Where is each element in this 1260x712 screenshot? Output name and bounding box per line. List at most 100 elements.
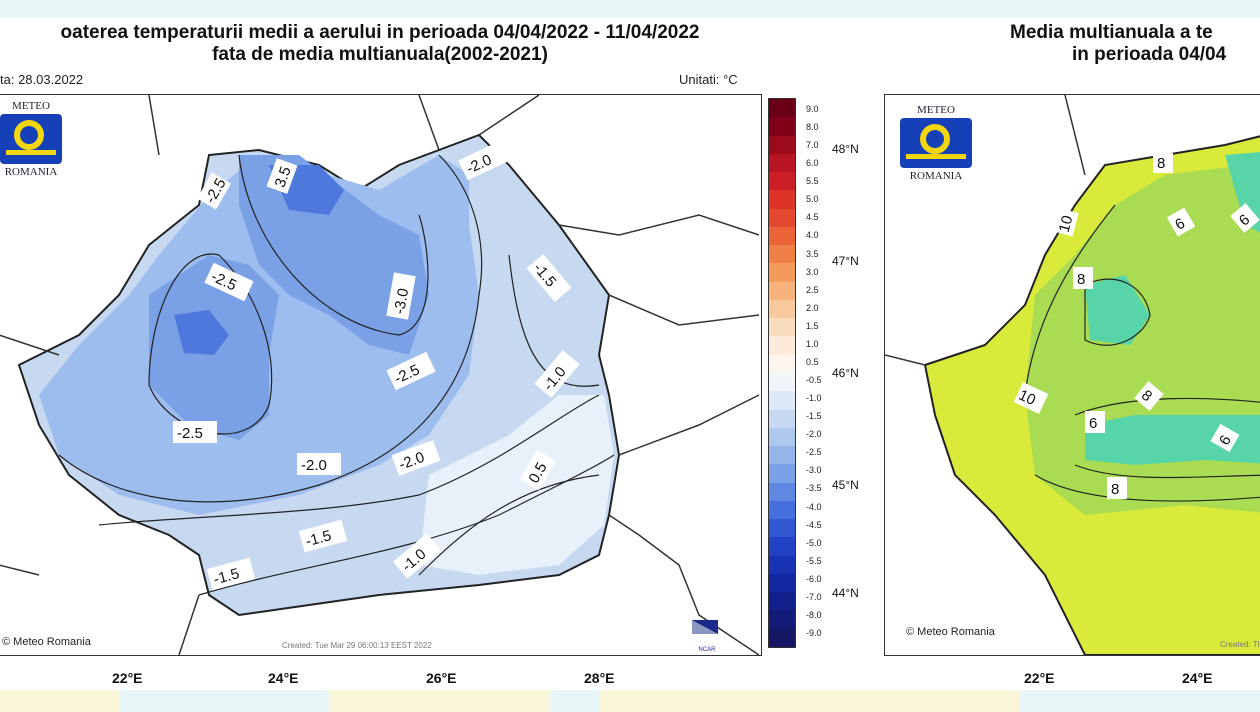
colorbar-label: 3.5 xyxy=(806,248,819,259)
multiannual-mean-map: 8 10 6 6 8 10 8 6 6 8 xyxy=(885,95,1260,655)
colorbar-label: -7.0 xyxy=(806,591,822,602)
contour-label: -1.5 xyxy=(212,565,241,588)
colorbar-label: -4.0 xyxy=(806,501,822,512)
colorbar-swatch xyxy=(769,354,795,374)
colorbar-label: -2.5 xyxy=(806,447,822,458)
colorbar-swatch xyxy=(769,555,795,575)
contour-label: 3.5 xyxy=(272,164,295,189)
colorbar-label: 9.0 xyxy=(806,104,819,114)
colorbar-label: -5.0 xyxy=(806,537,822,548)
left-title-line1: oaterea temperaturii medii a aerului in … xyxy=(60,22,700,43)
left-map-title: oaterea temperaturii medii a aerului in … xyxy=(0,22,766,66)
colorbar-swatch xyxy=(769,190,795,210)
colorbar-swatch xyxy=(769,245,795,264)
lat-label: 48°N xyxy=(832,142,859,156)
colorbar-label: 1.0 xyxy=(806,338,819,349)
anomaly-colorbar xyxy=(768,98,796,648)
colorbar-swatch xyxy=(769,391,795,411)
lat-label: 45°N xyxy=(832,478,859,492)
colorbar-swatch xyxy=(769,573,795,593)
colorbar-label: -5.5 xyxy=(806,555,822,566)
logo-mark-icon xyxy=(900,118,972,168)
colorbar-label: 6.0 xyxy=(806,158,819,169)
colorbar-swatch xyxy=(769,135,795,155)
colorbar-swatch xyxy=(769,226,795,246)
colorbar-label: 5.5 xyxy=(806,176,819,187)
right-title-line1: Media multianuala a te xyxy=(1010,22,1213,43)
logo-mark-icon xyxy=(0,114,62,164)
colorbar-swatch xyxy=(769,446,795,465)
ncar-text: NCAR xyxy=(698,647,716,653)
colorbar-swatch xyxy=(769,99,795,118)
forecast-date-label: ta: 28.03.2022 xyxy=(0,72,84,87)
meteo-romania-logo-left: METEO ROMANIA xyxy=(0,100,66,178)
colorbar-label: 3.0 xyxy=(806,266,819,277)
anomaly-zone-north xyxy=(239,155,429,355)
colorbar-label: 8.0 xyxy=(806,122,819,133)
colorbar-swatch xyxy=(769,373,795,392)
colorbar-swatch xyxy=(769,281,795,301)
colorbar-label: -1.5 xyxy=(806,411,822,422)
colorbar-swatch xyxy=(769,464,795,484)
logo-text-bottom: ROMANIA xyxy=(909,170,963,182)
colorbar-swatch xyxy=(769,592,795,611)
colorbar-swatch xyxy=(769,610,795,630)
left-credit: © Meteo Romania xyxy=(2,636,91,648)
colorbar-label: -9.0 xyxy=(806,628,822,638)
right-map: 8 10 6 6 8 10 8 6 6 8 xyxy=(884,94,1260,656)
neighbor-borders xyxy=(0,95,760,655)
colorbar-label: 4.5 xyxy=(806,212,819,223)
colorbar-swatch xyxy=(769,537,795,557)
credit-text: Meteo Romania xyxy=(917,626,995,638)
left-map: -2.5 3.5 -2.0 -2.5 -3.0 -1.5 -2.5 -1.0 -… xyxy=(0,94,762,656)
temperature-anomaly-map: -2.5 3.5 -2.0 -2.5 -3.0 -1.5 -2.5 -1.0 -… xyxy=(0,95,760,655)
colorbar-swatch xyxy=(769,628,795,648)
colorbar-label: -3.5 xyxy=(806,483,822,494)
right-zone-teal-2 xyxy=(1085,415,1260,465)
left-title-line2: fata de media multianuala(2002-2021) xyxy=(212,44,548,65)
colorbar-swatch xyxy=(769,208,795,228)
colorbar-swatch xyxy=(769,318,795,337)
right-zone-teal-1 xyxy=(1085,275,1150,345)
colorbar-label: -4.5 xyxy=(806,519,822,530)
colorbar-label: 2.0 xyxy=(806,302,819,313)
bottom-background-strip xyxy=(0,690,1260,712)
contour-label: 8 xyxy=(1077,271,1085,288)
lat-label: 44°N xyxy=(832,586,859,600)
right-credit: © Meteo Romania xyxy=(906,626,995,638)
top-background-strip xyxy=(0,0,1260,18)
lat-label: 47°N xyxy=(832,254,859,268)
colorbar-swatch xyxy=(769,263,795,283)
colorbar-swatch xyxy=(769,482,795,502)
x-tick: 28°E xyxy=(584,670,615,686)
contour-label: 10 xyxy=(1016,387,1038,409)
right-map-title: Media multianuala a te in perioada 04/04 xyxy=(1010,22,1260,66)
x-tick: 22°E xyxy=(1024,670,1055,686)
colorbar-swatch xyxy=(769,117,795,137)
colorbar-label: -2.0 xyxy=(806,429,822,440)
colorbar-swatch xyxy=(769,409,795,429)
contour-label: 8 xyxy=(1111,481,1119,498)
contour-label: -2.0 xyxy=(301,457,327,474)
x-tick: 26°E xyxy=(426,670,457,686)
anomaly-zone-core-w xyxy=(174,310,229,355)
colorbar-label: -1.0 xyxy=(806,393,822,404)
colorbar-label: 5.0 xyxy=(806,194,819,205)
logo-text-top: METEO xyxy=(12,100,50,112)
anomaly-zone-light xyxy=(419,395,614,575)
contour-label: -3.0 xyxy=(391,287,412,315)
left-created-stamp: Created: Tue Mar 29 06:00:13 EEST 2022 xyxy=(282,641,432,650)
contour-label: 10 xyxy=(1056,214,1077,235)
right-created-stamp: Created: Thu xyxy=(1220,640,1260,649)
units-label: Unitati: °C xyxy=(679,72,738,87)
colorbar-label: 7.0 xyxy=(806,140,819,151)
contour-label: -1.5 xyxy=(304,527,333,550)
meteo-romania-logo-right: METEO ROMANIA xyxy=(896,104,976,182)
contour-label: 8 xyxy=(1157,155,1165,172)
x-tick: 24°E xyxy=(1182,670,1213,686)
colorbar-swatch xyxy=(769,153,795,173)
colorbar-swatch xyxy=(769,500,795,520)
colorbar-label: 0.5 xyxy=(806,356,819,367)
ncar-logo: NCAR xyxy=(692,620,722,653)
colorbar-swatch xyxy=(769,336,795,356)
